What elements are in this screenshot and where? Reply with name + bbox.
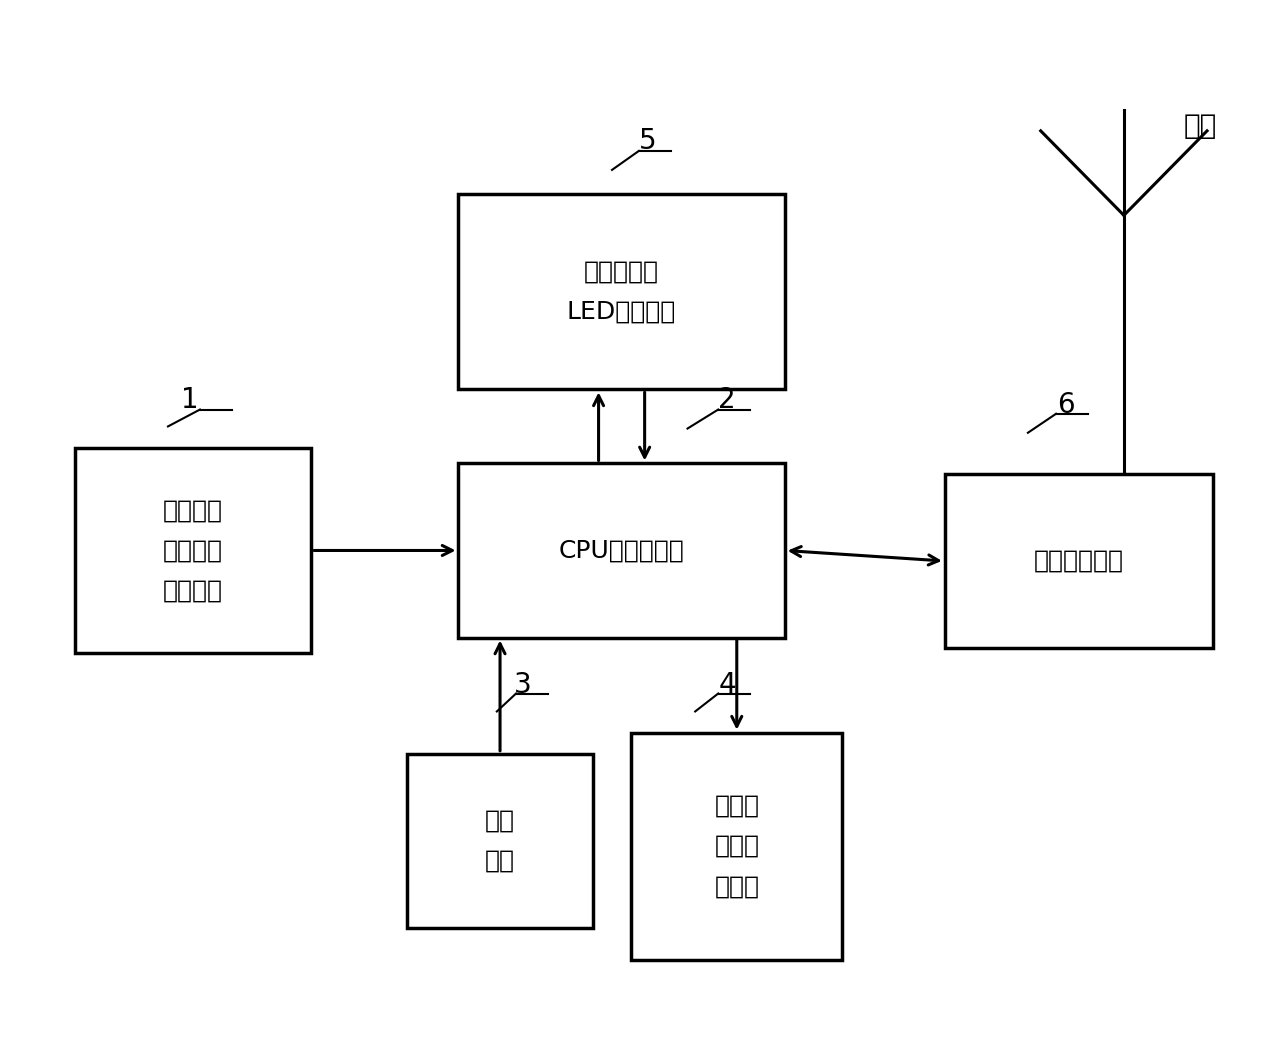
Bar	[407, 753, 592, 928]
Text: 5: 5	[639, 128, 657, 155]
Bar	[944, 473, 1213, 648]
Text: 1: 1	[180, 386, 198, 414]
Text: 触发单元: 触发单元	[162, 498, 223, 522]
Text: 4: 4	[719, 671, 735, 699]
Text: 声光提: 声光提	[715, 834, 759, 858]
Text: 2: 2	[719, 386, 735, 414]
Text: 单元: 单元	[486, 809, 515, 833]
Text: 记步传感: 记步传感	[162, 579, 223, 602]
Text: 电源: 电源	[486, 849, 515, 872]
Text: CPU与存储单元: CPU与存储单元	[559, 538, 684, 563]
Text: 6: 6	[1057, 392, 1075, 419]
Text: 天线: 天线	[1184, 112, 1217, 139]
Bar	[459, 464, 784, 637]
Bar	[75, 448, 312, 653]
Bar	[631, 733, 842, 960]
Bar	[459, 195, 784, 389]
Text: 醒单元: 醒单元	[715, 794, 759, 818]
Text: 器与微动: 器与微动	[162, 538, 223, 563]
Text: 3: 3	[514, 671, 532, 699]
Text: 射频发射单元: 射频发射单元	[1034, 549, 1124, 573]
Text: LED显示及操: LED显示及操	[567, 300, 676, 323]
Text: 震动或: 震动或	[715, 875, 759, 898]
Text: 作界面单元: 作界面单元	[583, 260, 659, 284]
